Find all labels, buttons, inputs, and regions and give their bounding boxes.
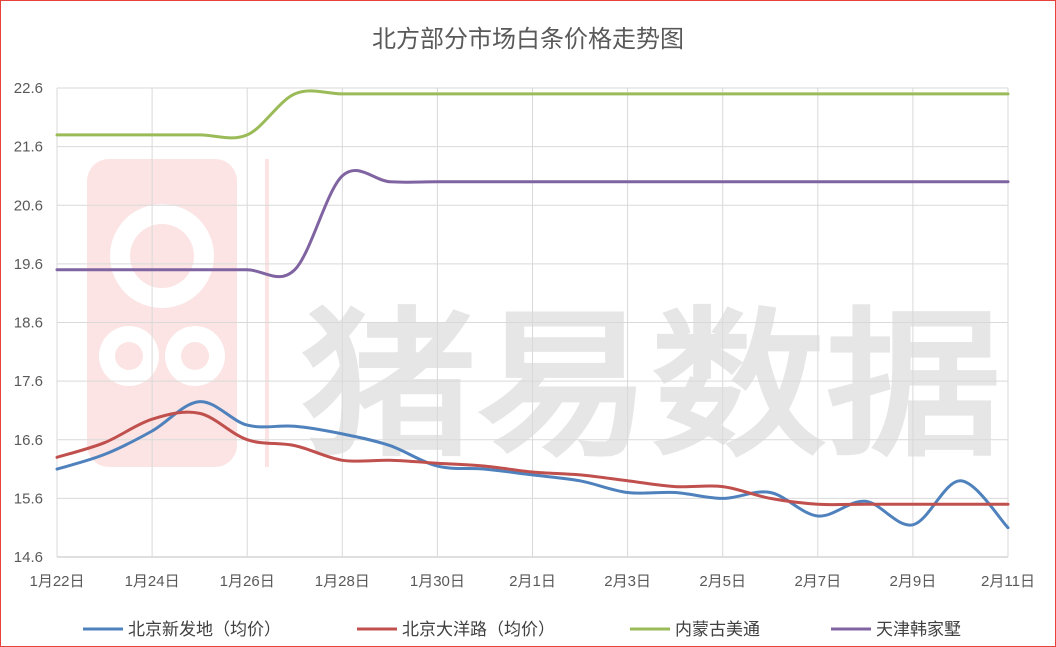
- grid-lines: [56, 87, 1009, 558]
- legend-label: 天津韩家墅: [876, 620, 961, 639]
- x-axis-ticks: 1月22日 1月24日 1月26日 1月28日 1月30日 2月1日 2月3日 2月5日 2月7…: [29, 573, 1034, 590]
- y-tick-label: 17.6: [14, 373, 43, 390]
- y-tick-label: 22.6: [14, 80, 43, 97]
- legend-item: 内蒙古美通: [630, 620, 760, 639]
- series-line-3: [55, 89, 1010, 140]
- y-tick-label: 16.6: [14, 432, 43, 449]
- y-tick-label: 15.6: [14, 490, 43, 507]
- chart-title: 北方部分市场白条价格走势图: [372, 26, 684, 53]
- legend-label: 北京大洋路（均价）: [402, 620, 555, 639]
- y-tick-label: 19.6: [14, 256, 43, 273]
- x-tick-label: 1月26日: [220, 573, 275, 590]
- watermark-text: 猪易数据: [301, 292, 1001, 479]
- x-tick-label: 1月28日: [315, 573, 370, 590]
- y-tick-label: 21.6: [14, 139, 43, 156]
- legend-item: 北京大洋路（均价）: [357, 620, 555, 639]
- x-tick-label: 1月22日: [29, 573, 84, 590]
- x-tick-label: 2月9日: [890, 573, 937, 590]
- legend: 北京新发地（均价） 北京大洋路（均价） 内蒙古美通 天津韩家墅: [83, 620, 961, 639]
- y-tick-label: 14.6: [14, 549, 43, 566]
- x-tick-label: 2月1日: [509, 573, 556, 590]
- y-tick-label: 18.6: [14, 315, 43, 332]
- x-tick-label: 2月3日: [604, 573, 651, 590]
- x-tick-label: 2月5日: [699, 573, 746, 590]
- series-line-2: [55, 410, 1010, 507]
- x-tick-label: 1月30日: [410, 573, 465, 590]
- y-axis-ticks: 22.6 21.6 20.6 19.6 18.6 17.6 16.6 15.6 14.6: [14, 80, 43, 566]
- legend-label: 内蒙古美通: [675, 620, 760, 639]
- series-line-1: [55, 400, 1010, 530]
- x-tick-label: 1月24日: [125, 573, 180, 590]
- series-line-4: [55, 169, 1010, 279]
- series-lines: [55, 89, 1010, 530]
- legend-label: 北京新发地（均价）: [128, 620, 281, 639]
- x-tick-label: 2月7日: [794, 573, 841, 590]
- x-tick-label: 2月11日: [981, 573, 1035, 590]
- y-tick-label: 20.6: [14, 197, 43, 214]
- legend-item: 北京新发地（均价）: [83, 620, 281, 639]
- watermark-logo: [87, 159, 269, 467]
- legend-item: 天津韩家墅: [831, 620, 961, 639]
- watermark: 猪易数据: [87, 159, 1001, 479]
